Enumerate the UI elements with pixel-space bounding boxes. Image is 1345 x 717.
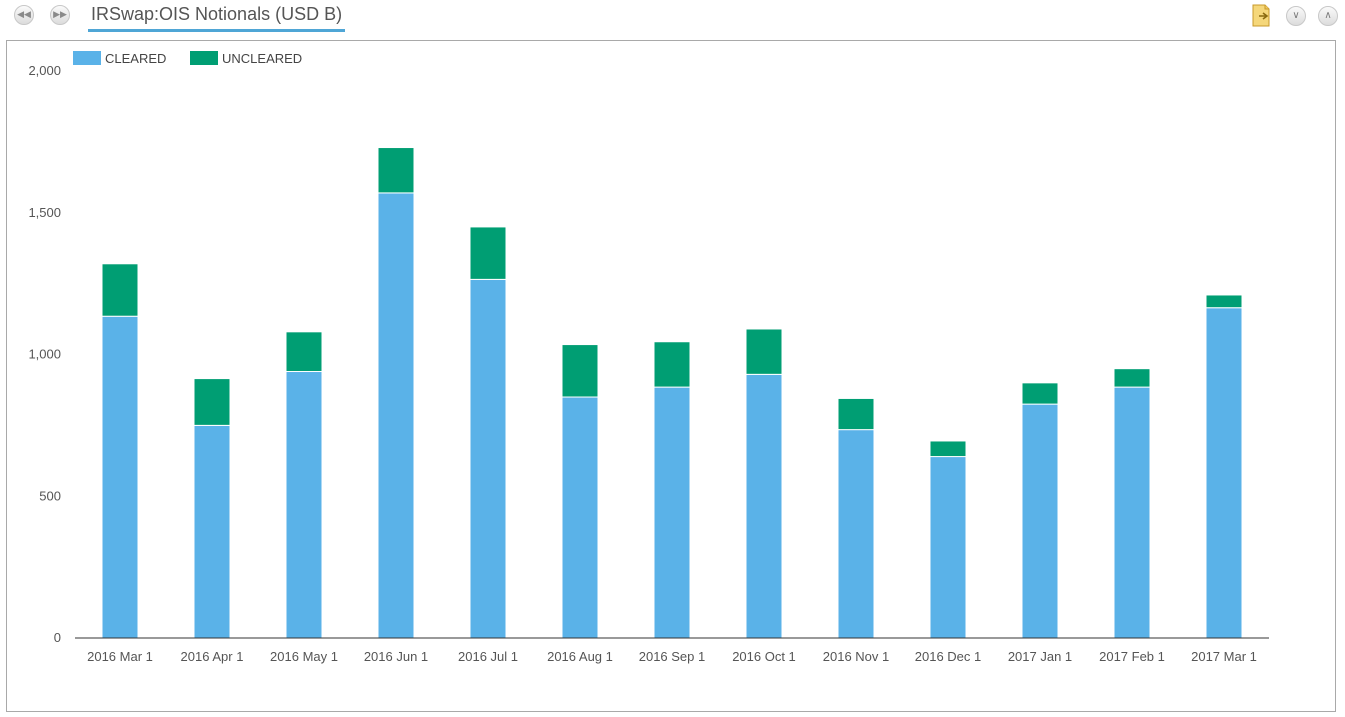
bar-uncleared[interactable] (285, 331, 323, 373)
bar-cleared[interactable] (101, 315, 139, 639)
bar-uncleared[interactable] (561, 344, 599, 398)
bar-cleared[interactable] (561, 396, 599, 639)
bars (101, 147, 1243, 639)
legend-swatch-cleared[interactable] (73, 51, 101, 65)
x-tick-label: 2016 Jun 1 (364, 649, 428, 664)
x-tick-label: 2016 Sep 1 (639, 649, 706, 664)
x-tick-label: 2016 Jul 1 (458, 649, 518, 664)
rewind-icon[interactable]: ◀◀ (14, 5, 34, 25)
bar-cleared[interactable] (1205, 307, 1243, 639)
bar-uncleared[interactable] (745, 328, 783, 375)
y-axis: 0 500 1,000 1,500 2,000 (28, 63, 61, 645)
bar-cleared[interactable] (929, 456, 967, 639)
x-tick-label: 2016 Oct 1 (732, 649, 796, 664)
y-tick-label: 0 (54, 630, 61, 645)
legend-swatch-uncleared[interactable] (190, 51, 218, 65)
y-tick-label: 1,000 (28, 347, 61, 362)
x-tick-label: 2016 Nov 1 (823, 649, 890, 664)
bar-cleared[interactable] (653, 386, 691, 639)
bar-uncleared[interactable] (929, 440, 967, 458)
bar-uncleared[interactable] (193, 378, 231, 426)
bar-cleared[interactable] (469, 278, 507, 639)
legend: CLEARED UNCLEARED (73, 51, 302, 66)
bar-cleared[interactable] (745, 373, 783, 639)
bar-cleared[interactable] (285, 371, 323, 639)
bar-cleared[interactable] (1021, 403, 1059, 639)
x-tick-label: 2017 Jan 1 (1008, 649, 1072, 664)
x-tick-label: 2016 Aug 1 (547, 649, 613, 664)
bar-uncleared[interactable] (469, 226, 507, 280)
legend-label-cleared[interactable]: CLEARED (105, 51, 166, 66)
x-tick-label: 2016 May 1 (270, 649, 338, 664)
bar-uncleared[interactable] (377, 147, 415, 194)
legend-label-uncleared[interactable]: UNCLEARED (222, 51, 302, 66)
bar-cleared[interactable] (193, 424, 231, 639)
bar-cleared[interactable] (377, 192, 415, 639)
bar-uncleared[interactable] (1021, 382, 1059, 405)
bar-uncleared[interactable] (1205, 294, 1243, 309)
bar-cleared[interactable] (1113, 386, 1151, 639)
fast-forward-icon[interactable]: ▶▶ (50, 5, 70, 25)
y-tick-label: 500 (39, 488, 61, 503)
bar-cleared[interactable] (837, 429, 875, 639)
y-tick-label: 2,000 (28, 63, 61, 78)
y-tick-label: 1,500 (28, 205, 61, 220)
toolbar: ◀◀ ▶▶ IRSwap:OIS Notionals (USD B) ∨ ∧ (0, 0, 1345, 36)
x-tick-label: 2017 Mar 1 (1191, 649, 1257, 664)
bar-uncleared[interactable] (653, 341, 691, 388)
x-tick-label: 2016 Mar 1 (87, 649, 153, 664)
chart-title-tab[interactable]: IRSwap:OIS Notionals (USD B) (88, 3, 346, 32)
x-tick-label: 2017 Feb 1 (1099, 649, 1165, 664)
bar-uncleared[interactable] (101, 263, 139, 317)
stacked-bar-chart: CLEARED UNCLEARED 0 500 1,000 1,500 2,000 20… (28, 51, 1269, 664)
chart-panel: CLEARED UNCLEARED 0 500 1,000 1,500 2,000 20… (6, 40, 1336, 712)
x-axis: 2016 Mar 1 2016 Apr 1 2016 May 1 2016 Jun 1… (87, 649, 1257, 664)
chevron-up-icon[interactable]: ∧ (1318, 6, 1338, 26)
x-tick-label: 2016 Dec 1 (915, 649, 982, 664)
bar-uncleared[interactable] (837, 397, 875, 431)
bar-uncleared[interactable] (1113, 368, 1151, 388)
export-icon[interactable] (1250, 3, 1274, 29)
x-tick-label: 2016 Apr 1 (181, 649, 244, 664)
chevron-down-icon[interactable]: ∨ (1286, 6, 1306, 26)
